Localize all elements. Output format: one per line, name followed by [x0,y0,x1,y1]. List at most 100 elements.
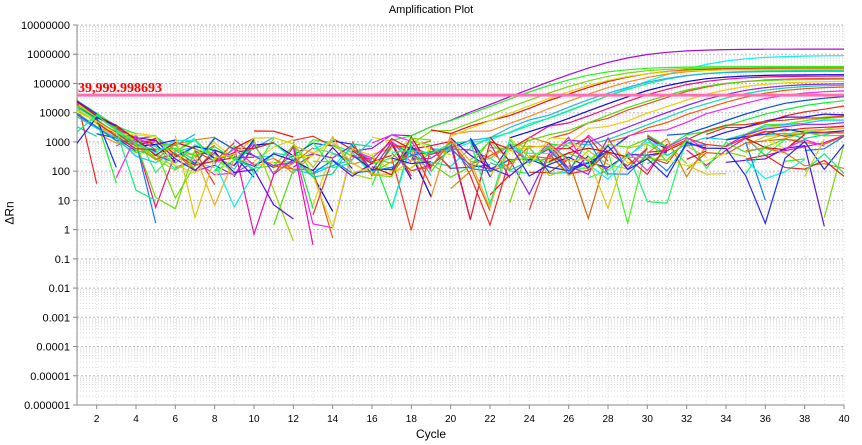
y-tick-label: 0.1 [55,254,70,266]
series-line [745,158,806,180]
series-line [765,125,845,141]
series-line [391,145,412,209]
series-line [351,141,451,177]
y-tick-label: 0.0001 [36,342,70,354]
x-tick-label: 34 [720,414,732,425]
series-line [371,134,432,172]
series-line [96,122,156,151]
series-line [450,55,845,151]
y-tick-label: 0.000001 [24,400,70,412]
series-line [765,138,786,149]
x-tick-label: 6 [173,414,179,425]
series-line [312,147,333,154]
series-line [234,137,255,149]
series-line [96,115,215,210]
y-tick-label: 0.00001 [30,371,70,383]
series-line [450,68,844,138]
series-line [371,137,432,178]
series-line [135,136,215,161]
series-line [528,75,845,139]
series-line [175,145,255,178]
series-line [548,77,845,140]
series-line [410,136,432,152]
x-tick-label: 26 [563,414,575,425]
series-line [312,150,334,206]
series-line [391,145,452,231]
series-line [253,139,294,242]
series-line [391,142,412,177]
series-line [292,141,314,209]
series-line [351,145,432,171]
x-tick-label: 28 [602,414,614,425]
series-line [588,136,707,204]
series-line [391,157,432,165]
series-line [155,152,196,171]
series-line [293,138,373,175]
series-line [233,145,314,246]
series-line [509,143,648,211]
series-line [509,144,530,203]
series-line [293,138,334,158]
series-line [489,157,530,174]
y-tick-label: 10 [58,195,70,207]
series-line [745,154,845,177]
series-line [115,131,255,160]
series-line [745,137,805,157]
series-line [135,137,294,220]
x-tick-label: 24 [524,414,536,425]
x-tick-label: 10 [248,414,260,425]
series-line [96,118,117,168]
x-tick-label: 36 [760,414,772,425]
x-tick-label: 4 [133,414,139,425]
series-line [332,137,392,163]
series-line [489,137,589,176]
y-tick-label: 100 [52,166,70,178]
series-line [489,136,511,162]
series-line [410,66,844,145]
series-line [509,145,549,154]
y-tick-label: 10000000 [21,20,70,32]
x-tick-label: 30 [642,414,654,425]
series-line [214,154,235,177]
series-line [686,164,727,175]
y-tick-label: 1000 [46,137,70,149]
chart-title: Amplification Plot [388,4,474,16]
series-line [823,144,845,218]
series-line [784,139,825,150]
y-tick-label: 1 [64,225,70,237]
x-tick-label: 40 [838,414,850,425]
x-axis-label: Cycle [415,427,446,441]
series-line [587,155,609,176]
y-tick-label: 100000 [33,78,70,90]
series-line [312,141,353,169]
series-line [489,143,511,179]
series-line [627,119,845,158]
x-tick-label: 16 [366,414,378,425]
x-tick-label: 20 [445,414,457,425]
series-line [76,116,117,144]
series-line [804,152,845,174]
series-line [725,145,825,227]
series-line [391,140,491,211]
x-tick-label: 32 [681,414,693,425]
series-line [529,138,668,164]
x-tick-label: 2 [94,414,100,425]
x-tick-label: 8 [212,414,218,425]
series-line [784,158,805,162]
series-line [745,125,845,140]
series-line [76,100,98,115]
x-tick-label: 22 [484,414,496,425]
series-line [646,137,707,179]
series-line [76,104,98,118]
series-line [646,115,845,150]
series-line [253,146,353,172]
series-line [214,148,255,166]
series-line [96,120,117,133]
series-line [312,147,511,174]
series-line [115,129,255,209]
y-tick-label: 10000 [39,108,70,120]
series-line [587,141,668,181]
series-line [194,150,216,185]
x-tick-label: 14 [327,414,339,425]
